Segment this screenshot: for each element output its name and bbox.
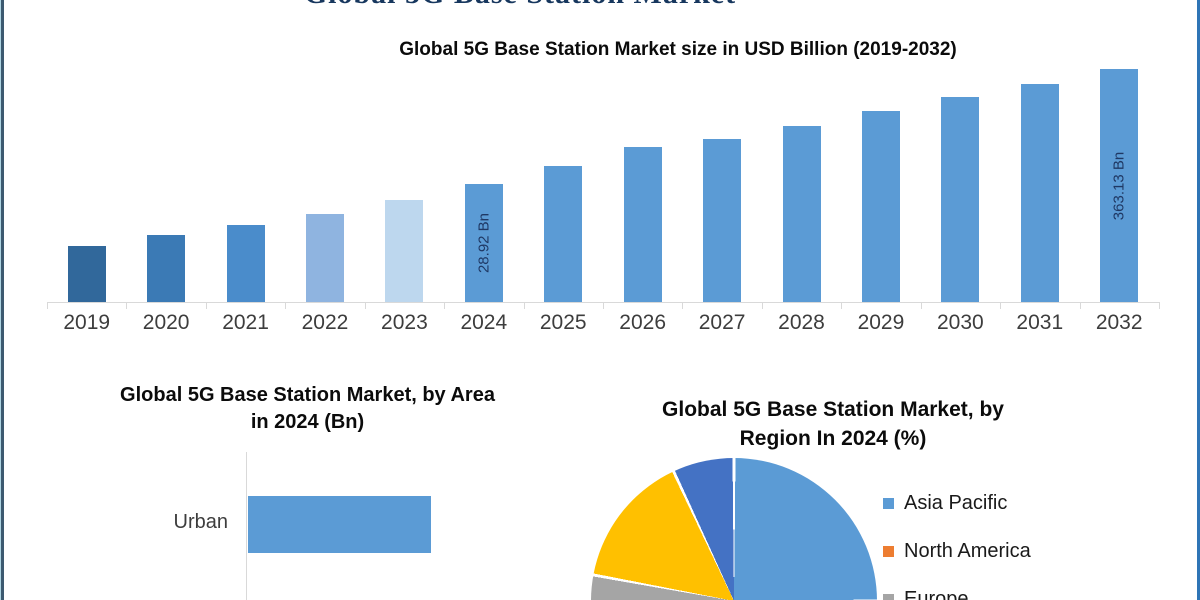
x-axis-label-2026: 2026 xyxy=(619,311,667,334)
x-axis-label-2019: 2019 xyxy=(63,311,111,334)
bar-column-2020 xyxy=(126,66,205,302)
bar-value-label-2024: 28.92 Bn xyxy=(475,212,493,274)
bar-2019 xyxy=(67,246,106,302)
bar-column-2019 xyxy=(47,66,126,302)
page-left-border xyxy=(0,0,4,600)
x-axis-tick xyxy=(682,302,684,309)
legend-swatch-icon xyxy=(883,545,894,557)
x-axis-label-2030: 2030 xyxy=(936,311,984,334)
legend-item-europe: Europe xyxy=(883,588,1031,600)
x-axis-label-2021: 2021 xyxy=(222,311,269,334)
bar-2027 xyxy=(703,139,742,302)
bar-chart-title: Global 5G Base Station Market size in US… xyxy=(399,39,957,60)
pie-chart-title-line2: Region In 2024 (%) xyxy=(739,427,927,450)
x-axis-label-2020: 2020 xyxy=(142,311,190,334)
x-axis-label-2031: 2031 xyxy=(1016,311,1064,334)
x-axis-label-2029: 2029 xyxy=(857,311,905,334)
bar-plot-area: 28.92 Bn 363.13 Bn xyxy=(47,66,1159,302)
x-axis-tick xyxy=(761,302,763,309)
legend-item-asia-pacific: Asia Pacific xyxy=(883,492,1031,514)
bar-2025 xyxy=(544,166,583,302)
bar-2021 xyxy=(226,225,265,302)
bar-column-2031 xyxy=(1000,66,1079,302)
x-axis-tick xyxy=(126,302,128,309)
pie-chart-title-line1: Global 5G Base Station Market, by xyxy=(662,398,1004,421)
bar-column-2022 xyxy=(285,66,364,302)
bar-column-2024: 28.92 Bn xyxy=(444,66,523,302)
x-axis-tick xyxy=(1000,302,1002,309)
x-axis-tick xyxy=(1079,302,1081,309)
x-axis-tick xyxy=(285,302,287,309)
x-axis-tick xyxy=(523,302,525,309)
page-right-border xyxy=(1197,0,1200,600)
bar-column-2026 xyxy=(603,66,682,302)
x-axis-tick xyxy=(920,302,922,309)
x-axis-tick xyxy=(47,302,48,309)
x-axis-label-2027: 2027 xyxy=(698,311,746,334)
area-chart-title: Global 5G Base Station Market, by Area i… xyxy=(75,382,540,436)
bar-column-2025 xyxy=(524,66,603,302)
legend-label: Europe xyxy=(904,587,969,600)
x-axis-label-2023: 2023 xyxy=(381,311,428,334)
area-chart-title-line2: in 2024 (Bn) xyxy=(250,411,365,433)
x-axis-label-2032: 2032 xyxy=(1095,311,1143,334)
x-axis-tick xyxy=(603,302,604,309)
bar-2032: 363.13 Bn xyxy=(1100,69,1139,302)
legend-swatch-icon xyxy=(883,593,894,600)
bar-2030 xyxy=(941,97,980,302)
legend-item-north-america: North America xyxy=(883,540,1031,562)
bar-column-2030 xyxy=(921,66,1000,302)
area-category-label: Urban xyxy=(173,511,228,533)
x-axis-label-2022: 2022 xyxy=(301,311,349,334)
bar-2022 xyxy=(305,214,344,302)
bar-2023 xyxy=(385,200,424,302)
legend-label: North America xyxy=(904,539,1031,562)
bar-column-2023 xyxy=(365,66,444,302)
bar-2024: 28.92 Bn xyxy=(464,184,503,302)
bar-value-label-2032: 363.13 Bn xyxy=(1110,151,1128,220)
x-axis-label-2025: 2025 xyxy=(539,311,587,334)
bar-column-2029 xyxy=(841,66,920,302)
area-chart-title-line1: Global 5G Base Station Market, by Area xyxy=(120,384,495,406)
x-axis-tick xyxy=(841,302,843,309)
urban-bar xyxy=(248,496,431,553)
pie-legend: Asia Pacific North America Europe xyxy=(883,492,1031,600)
bar-column-2032: 363.13 Bn xyxy=(1079,66,1158,302)
legend-swatch-icon xyxy=(883,497,894,509)
x-axis-label-2028: 2028 xyxy=(778,311,825,334)
x-axis-tick xyxy=(364,302,366,309)
bar-column-2021 xyxy=(206,66,285,302)
bar-column-2027 xyxy=(682,66,761,302)
legend-label: Asia Pacific xyxy=(904,491,1008,514)
x-axis-tick xyxy=(1159,302,1160,309)
page-title: Global 5G Base Station Market xyxy=(0,0,1040,11)
bar-2028 xyxy=(782,126,821,302)
bar-column-2028 xyxy=(762,66,841,302)
bar-2029 xyxy=(861,111,900,302)
x-axis-labels: 2019 2020 2021 2022 2023 2024 2025 2026 2027 2028… xyxy=(47,311,1159,335)
bar-2026 xyxy=(623,147,662,302)
bar-2020 xyxy=(147,235,186,302)
bar-2031 xyxy=(1020,84,1059,302)
x-axis-tick xyxy=(205,302,207,309)
pie-chart-title: Global 5G Base Station Market, by Region… xyxy=(600,395,1066,453)
pie-graphic xyxy=(591,458,877,600)
x-axis-label-2024: 2024 xyxy=(460,311,508,334)
x-axis-tick xyxy=(444,302,446,309)
area-chart-y-axis xyxy=(246,452,247,600)
